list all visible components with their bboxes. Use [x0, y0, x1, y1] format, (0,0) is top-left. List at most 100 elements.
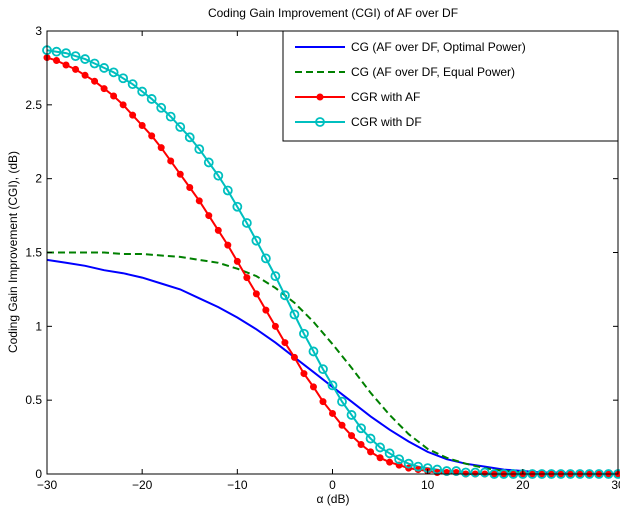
y-tick-label: 2 — [35, 172, 42, 186]
data-point-2 — [271, 322, 279, 330]
data-point-3 — [61, 48, 71, 59]
data-point-2 — [186, 184, 194, 192]
y-tick-label: 0 — [35, 467, 42, 481]
data-point-3 — [280, 290, 290, 301]
x-axis-label: α (dB) — [317, 492, 350, 506]
x-tick-label: 30 — [611, 478, 620, 492]
data-point-3 — [165, 111, 176, 122]
data-point-3 — [394, 454, 405, 465]
data-point-2 — [224, 241, 232, 249]
data-point-2 — [167, 157, 175, 165]
legend-entry-2: CGR with AF — [351, 90, 420, 104]
data-point-2 — [348, 432, 356, 440]
data-point-2 — [214, 226, 222, 234]
y-tick-label: 0.5 — [25, 393, 42, 407]
x-tick-label: 20 — [516, 478, 530, 492]
x-tick-label: −10 — [227, 478, 248, 492]
data-point-3 — [213, 170, 224, 181]
data-point-3 — [460, 467, 471, 478]
legend-marker-3 — [315, 117, 325, 127]
data-point-3 — [70, 51, 81, 62]
x-tick-label: 10 — [421, 478, 435, 492]
data-point-3 — [51, 46, 62, 57]
data-point-2 — [119, 101, 127, 109]
x-tick-label: −20 — [132, 478, 153, 492]
data-point-3 — [241, 218, 252, 228]
data-point-3 — [479, 467, 490, 478]
data-point-2 — [91, 77, 99, 85]
data-point-2 — [100, 85, 108, 93]
data-point-2 — [281, 339, 289, 347]
data-point-3 — [251, 235, 262, 246]
y-tick-label: 1 — [35, 319, 42, 333]
data-point-3 — [308, 346, 319, 357]
data-point-3 — [270, 271, 281, 282]
data-point-3 — [403, 458, 414, 469]
y-tick-label: 1.5 — [25, 246, 42, 260]
data-point-2 — [252, 290, 260, 298]
data-point-3 — [375, 442, 385, 453]
data-point-3 — [156, 102, 167, 113]
data-point-2 — [205, 212, 213, 220]
data-point-3 — [80, 54, 90, 64]
data-point-3 — [260, 253, 271, 264]
data-point-3 — [118, 73, 129, 84]
data-point-2 — [138, 122, 146, 130]
data-point-3 — [222, 185, 233, 196]
y-tick-label: 3 — [35, 24, 42, 38]
data-point-3 — [184, 132, 195, 143]
data-point-2 — [367, 448, 375, 456]
data-point-2 — [148, 132, 156, 140]
legend-entry-0: CG (AF over DF, Optimal Power) — [351, 40, 526, 54]
legend-marker-2 — [316, 93, 324, 101]
data-point-2 — [53, 57, 61, 65]
data-point-2 — [300, 370, 308, 378]
data-point-2 — [129, 111, 137, 119]
data-point-2 — [72, 65, 80, 73]
legend: CG (AF over DF, Optimal Power) CG (AF ove… — [282, 30, 619, 142]
data-point-3 — [413, 461, 424, 472]
data-point-3 — [127, 79, 138, 90]
data-point-3 — [194, 144, 205, 155]
data-point-3 — [99, 63, 109, 73]
data-point-2 — [262, 306, 270, 314]
data-point-3 — [451, 466, 462, 476]
data-point-3 — [384, 448, 395, 459]
data-point-3 — [137, 86, 148, 97]
y-tick-label: 2.5 — [25, 98, 42, 112]
data-point-2 — [62, 61, 70, 69]
y-tick-labels: 0 0.5 1 1.5 2 2.5 3 — [25, 24, 42, 481]
data-point-3 — [203, 157, 214, 168]
x-tick-labels: −30 −20 −10 0 10 20 30 — [37, 478, 620, 492]
data-point-3 — [470, 467, 481, 478]
data-point-2 — [110, 92, 118, 100]
x-tick-label: 0 — [329, 478, 336, 492]
data-point-3 — [175, 122, 186, 132]
x-tick-label: −30 — [37, 478, 58, 492]
data-point-2 — [338, 421, 346, 429]
data-point-2 — [195, 197, 203, 205]
data-point-3 — [346, 410, 357, 420]
data-point-2 — [329, 409, 336, 417]
data-point-3 — [441, 466, 452, 476]
data-point-2 — [357, 440, 365, 448]
data-point-3 — [89, 58, 100, 69]
data-point-2 — [309, 383, 317, 391]
data-point-2 — [376, 454, 384, 462]
data-point-2 — [176, 170, 184, 178]
data-point-3 — [365, 433, 376, 444]
data-point-2 — [81, 71, 89, 79]
data-point-3 — [327, 380, 338, 391]
data-point-3 — [289, 309, 300, 320]
y-axis-label: Coding Gain Improvement (CGI), (dB) — [6, 151, 20, 353]
data-point-3 — [232, 201, 243, 212]
legend-entry-1: CG (AF over DF, Equal Power) — [351, 65, 515, 79]
data-point-3 — [356, 423, 366, 434]
data-point-3 — [299, 328, 309, 339]
data-point-3 — [146, 94, 157, 104]
data-point-2 — [319, 398, 327, 406]
data-point-3 — [337, 396, 347, 407]
data-point-2 — [290, 353, 298, 361]
chart-title: Coding Gain Improvement (CGI) of AF over… — [208, 6, 458, 20]
